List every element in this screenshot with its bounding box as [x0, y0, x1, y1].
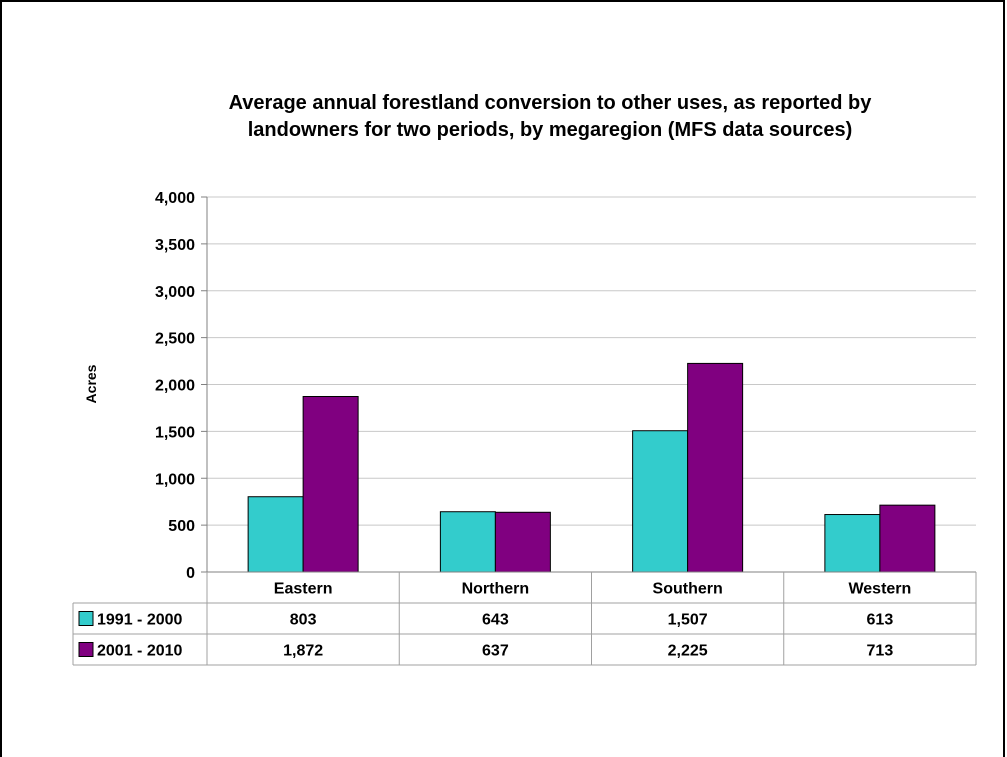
- bar: [494, 511, 551, 573]
- bar: [879, 504, 936, 573]
- bar: [302, 396, 359, 573]
- data-table-value: 1,507: [668, 612, 708, 629]
- bar: [439, 511, 496, 573]
- y-axis-label: Acres: [83, 364, 99, 403]
- chart-title-line-2: landowners for two periods, by megaregio…: [247, 119, 853, 141]
- y-tick-label: 3,500: [155, 237, 195, 254]
- chart-title: Average annual forestland conversion to …: [120, 90, 980, 144]
- data-table-value: 613: [867, 612, 894, 629]
- bar: [687, 362, 744, 573]
- axes: 0 500 1,000 1,500 2,000 2,500 3,000 3,500 4,000: [155, 190, 208, 665]
- legend-swatch: [78, 611, 94, 626]
- legend-label: 1991 - 2000: [97, 612, 183, 629]
- x-category-label: Northern: [462, 581, 530, 598]
- legend-swatch: [78, 642, 94, 657]
- chart-title-line-1: Average annual forestland conversion to …: [228, 92, 872, 114]
- y-tick-label: 1,000: [155, 471, 195, 488]
- bar: [824, 514, 881, 573]
- x-category-label: Southern: [653, 581, 723, 598]
- y-tick-label: 0: [186, 565, 195, 582]
- y-tick-label: 3,000: [155, 284, 195, 301]
- data-table-value: 803: [290, 612, 317, 629]
- x-category-label: Eastern: [274, 581, 333, 598]
- y-tick-label: 500: [168, 518, 195, 535]
- y-tick-label: 4,000: [155, 190, 195, 207]
- data-table-value: 637: [482, 643, 509, 660]
- data-table-value: 643: [482, 612, 509, 629]
- bars: [247, 362, 936, 573]
- data-table-value: 1,872: [283, 643, 323, 660]
- y-tick-label: 2,500: [155, 331, 195, 348]
- data-table-value: 713: [867, 643, 894, 660]
- y-tick-label: 1,500: [155, 424, 195, 441]
- bar: [247, 496, 304, 573]
- x-category-label: Western: [848, 581, 911, 598]
- data-table-value: 2,225: [668, 643, 708, 660]
- legend-label: 2001 - 2010: [97, 643, 183, 660]
- bar: [632, 430, 689, 573]
- y-tick-label: 2,000: [155, 378, 195, 395]
- data-table: Eastern Northern Southern Western 1991 - 200…: [72, 571, 977, 666]
